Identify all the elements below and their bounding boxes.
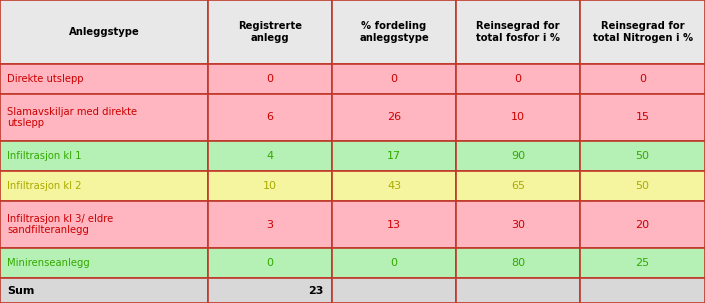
- Text: 25: 25: [635, 258, 650, 268]
- Text: Infiltrasjon kl 3/ eldre
sandfilteranlegg: Infiltrasjon kl 3/ eldre sandfilteranleg…: [7, 214, 114, 235]
- Text: Anleggstype: Anleggstype: [68, 27, 140, 37]
- Bar: [208, 248, 332, 278]
- Bar: [456, 201, 580, 248]
- Text: % fordeling
anleggstype: % fordeling anleggstype: [360, 21, 429, 43]
- Text: 30: 30: [511, 220, 525, 230]
- Bar: [208, 94, 332, 141]
- Text: 10: 10: [263, 181, 277, 191]
- Bar: [208, 0, 332, 64]
- Text: 0: 0: [391, 74, 398, 84]
- Bar: [456, 0, 580, 64]
- Bar: [332, 64, 456, 94]
- Text: 4: 4: [266, 151, 274, 161]
- Bar: [208, 201, 332, 248]
- Text: 6: 6: [266, 112, 274, 122]
- Bar: [332, 248, 456, 278]
- Bar: [580, 64, 705, 94]
- Text: 65: 65: [511, 181, 525, 191]
- Bar: [580, 0, 705, 64]
- Bar: [456, 171, 580, 201]
- Bar: [580, 278, 705, 303]
- Text: 20: 20: [635, 220, 650, 230]
- Bar: [0, 0, 208, 64]
- Bar: [208, 141, 332, 171]
- Bar: [332, 0, 456, 64]
- Text: Reinsegrad for
total Nitrogen i %: Reinsegrad for total Nitrogen i %: [592, 21, 693, 43]
- Bar: [456, 141, 580, 171]
- Bar: [332, 141, 456, 171]
- Bar: [580, 171, 705, 201]
- Text: 17: 17: [387, 151, 401, 161]
- Text: 10: 10: [511, 112, 525, 122]
- Text: 90: 90: [511, 151, 525, 161]
- Bar: [456, 64, 580, 94]
- Text: 0: 0: [266, 74, 274, 84]
- Text: Infiltrasjon kl 1: Infiltrasjon kl 1: [7, 151, 82, 161]
- Bar: [208, 278, 332, 303]
- Text: Registrerte
anlegg: Registrerte anlegg: [238, 21, 302, 43]
- Text: 3: 3: [266, 220, 274, 230]
- Bar: [0, 278, 208, 303]
- Bar: [456, 94, 580, 141]
- Bar: [0, 94, 208, 141]
- Bar: [0, 171, 208, 201]
- Text: 50: 50: [636, 151, 649, 161]
- Bar: [332, 94, 456, 141]
- Text: 0: 0: [639, 74, 646, 84]
- Text: Direkte utslepp: Direkte utslepp: [7, 74, 84, 84]
- Bar: [332, 201, 456, 248]
- Text: 13: 13: [387, 220, 401, 230]
- Text: Reinsegrad for
total fosfor i %: Reinsegrad for total fosfor i %: [476, 21, 560, 43]
- Bar: [0, 141, 208, 171]
- Bar: [580, 141, 705, 171]
- Text: Sum: Sum: [7, 285, 35, 295]
- Text: 0: 0: [391, 258, 398, 268]
- Text: Minirenseanlegg: Minirenseanlegg: [7, 258, 90, 268]
- Bar: [456, 248, 580, 278]
- Bar: [0, 64, 208, 94]
- Bar: [208, 64, 332, 94]
- Text: Infiltrasjon kl 2: Infiltrasjon kl 2: [7, 181, 82, 191]
- Text: 26: 26: [387, 112, 401, 122]
- Text: 0: 0: [515, 74, 522, 84]
- Text: 0: 0: [266, 258, 274, 268]
- Bar: [332, 278, 456, 303]
- Bar: [332, 171, 456, 201]
- Bar: [208, 171, 332, 201]
- Bar: [0, 248, 208, 278]
- Text: 43: 43: [387, 181, 401, 191]
- Text: 80: 80: [511, 258, 525, 268]
- Bar: [580, 201, 705, 248]
- Bar: [580, 248, 705, 278]
- Text: 50: 50: [636, 181, 649, 191]
- Bar: [456, 278, 580, 303]
- Text: Slamavskiljar med direkte
utslepp: Slamavskiljar med direkte utslepp: [7, 107, 137, 128]
- Bar: [580, 94, 705, 141]
- Text: 15: 15: [636, 112, 649, 122]
- Bar: [0, 201, 208, 248]
- Text: 23: 23: [308, 285, 324, 295]
